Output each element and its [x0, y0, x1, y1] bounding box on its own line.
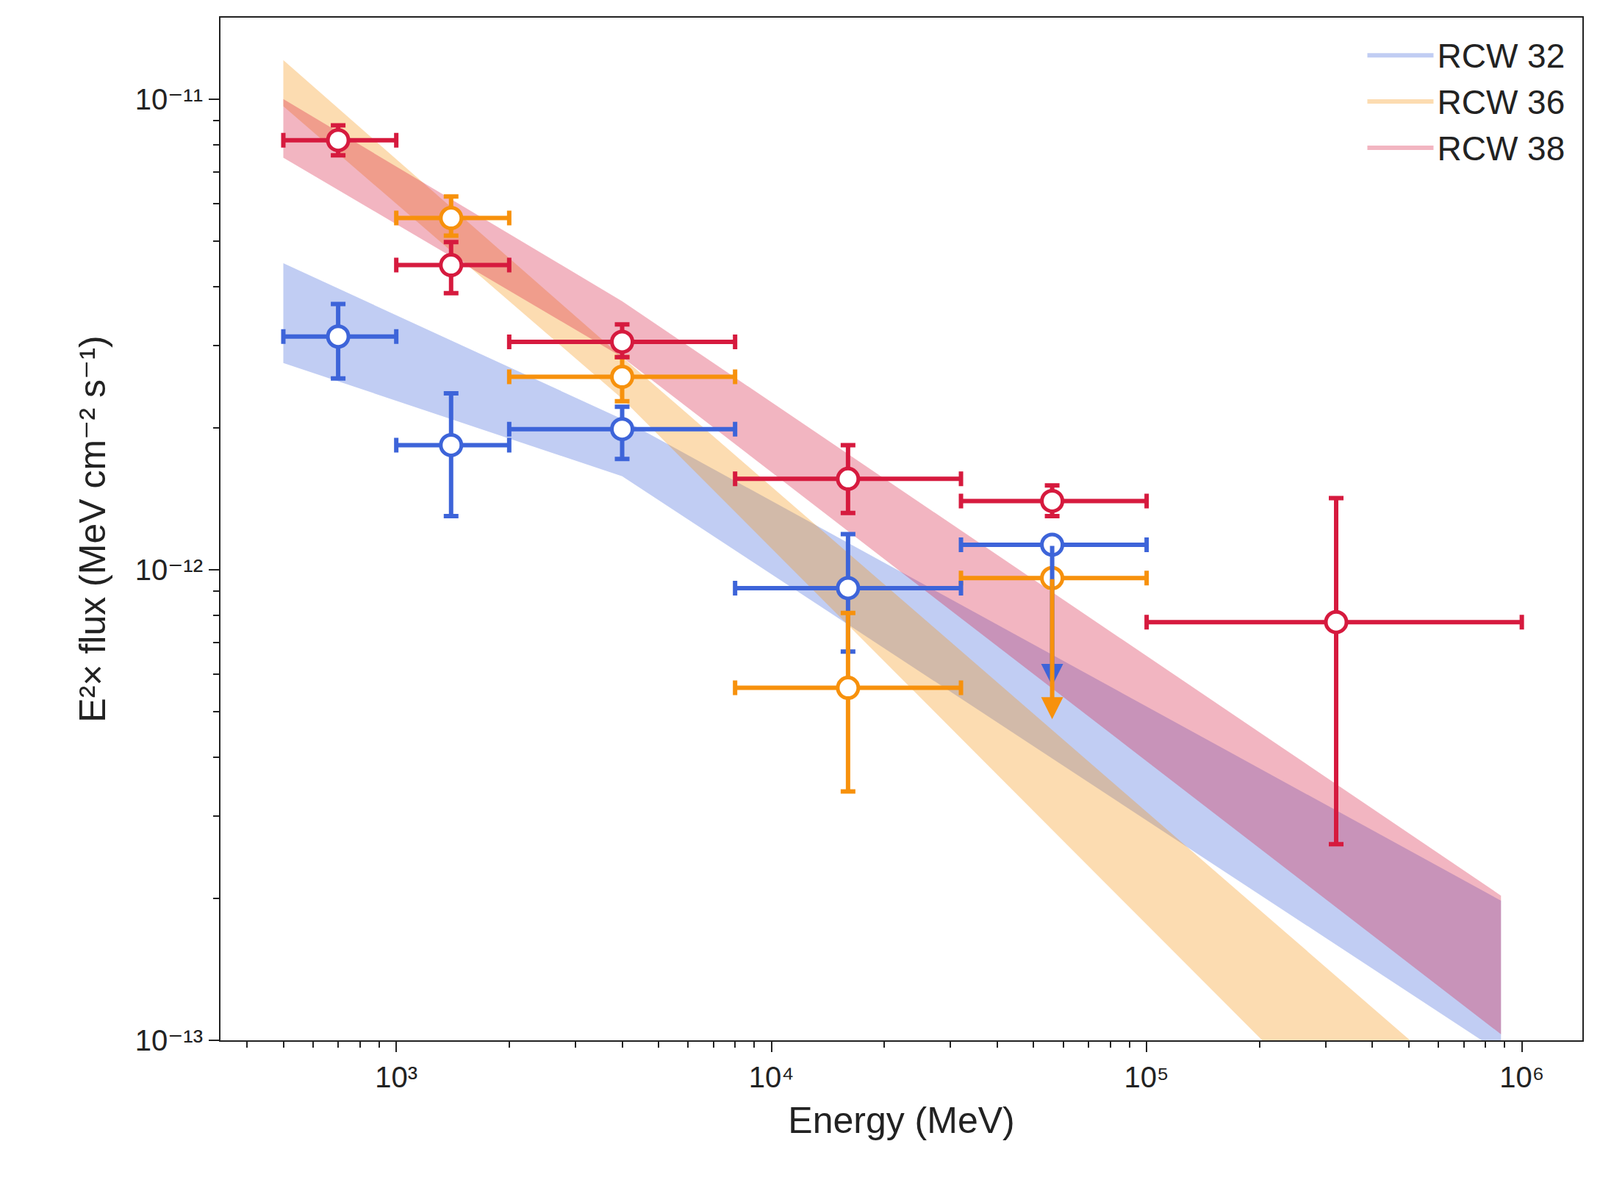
svg-text:10³: 10³ [374, 1060, 418, 1093]
svg-text:10⁴: 10⁴ [748, 1060, 795, 1093]
svg-text:RCW 36: RCW 36 [1436, 83, 1565, 122]
svg-text:10⁵: 10⁵ [1124, 1060, 1170, 1093]
svg-text:E²× flux (MeV cm⁻² s⁻¹): E²× flux (MeV cm⁻² s⁻¹) [72, 335, 114, 722]
svg-text:Energy (MeV): Energy (MeV) [787, 1099, 1015, 1141]
svg-text:10⁻¹¹: 10⁻¹¹ [135, 83, 203, 116]
svg-text:10⁻¹³: 10⁻¹³ [135, 1023, 203, 1057]
svg-text:RCW 38: RCW 38 [1436, 129, 1565, 168]
svg-text:10⁻¹²: 10⁻¹² [135, 553, 203, 586]
svg-text:RCW 32: RCW 32 [1436, 36, 1565, 75]
svg-text:10⁶: 10⁶ [1499, 1060, 1545, 1093]
